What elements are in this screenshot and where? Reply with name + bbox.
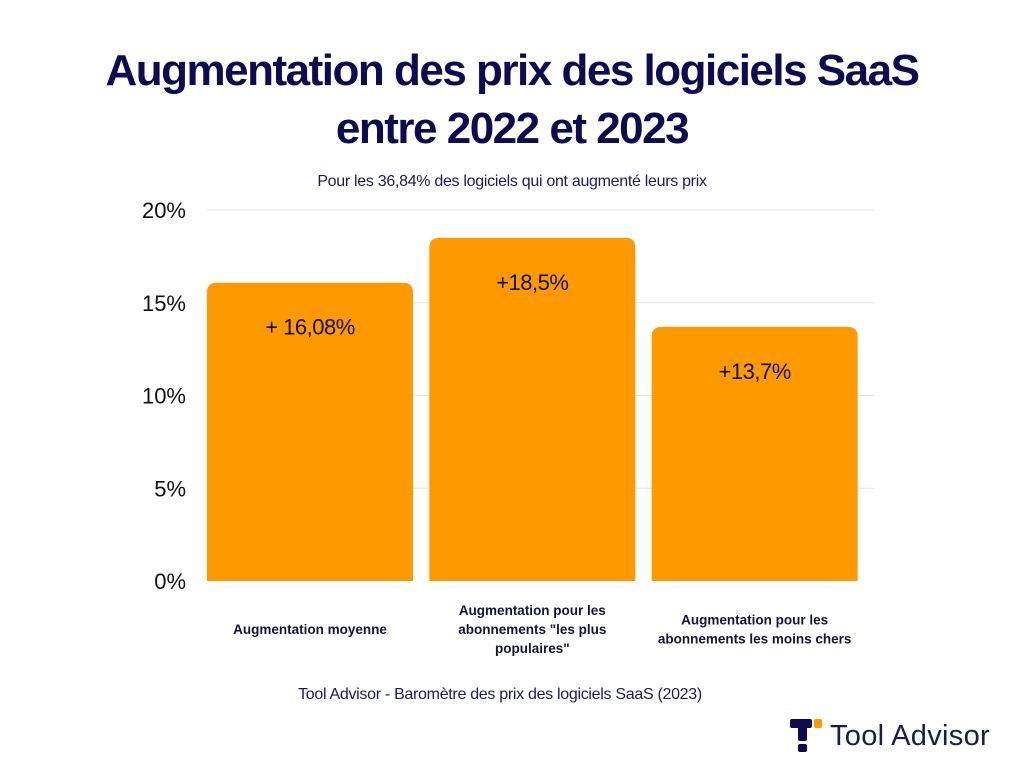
brand-logo: Tool Advisor: [790, 716, 990, 756]
bar: [207, 282, 413, 581]
y-tick-label: 0%: [154, 569, 186, 594]
brand-name: Tool Advisor: [830, 719, 990, 752]
chart-subtitle: Pour les 36,84% des logiciels qui ont au…: [317, 173, 707, 190]
x-category-label-line: Augmentation pour les: [681, 613, 828, 628]
tool-advisor-logo-icon: [790, 719, 822, 752]
y-tick-label: 5%: [154, 476, 186, 501]
bar: [651, 326, 858, 581]
data-label: +18,5%: [496, 270, 568, 295]
x-category-label: Augmentation pour les abonnements "les pl…: [458, 603, 606, 656]
y-tick-label: 20%: [142, 198, 186, 223]
y-tick-label: 10%: [142, 384, 186, 409]
data-label: +13,7%: [719, 359, 791, 384]
x-category-label-line: abonnements les moins chers: [658, 632, 852, 647]
chart-title-line-2: entre 2022 et 2023: [335, 104, 690, 153]
y-tick-label: 15%: [142, 291, 186, 316]
x-category-label-line: Augmentation pour les: [459, 603, 606, 618]
x-category-label-line: populaires": [495, 641, 570, 656]
x-category-label: Augmentation pour les abonnements les moi…: [658, 613, 852, 647]
x-category-label-line: Augmentation moyenne: [233, 622, 387, 637]
bar: [429, 237, 636, 581]
x-category-label-line: abonnements "les plus: [458, 622, 606, 637]
x-category-label: Augmentation moyenne: [233, 622, 387, 637]
chart-title: Augmentation des prix des logiciels SaaS…: [0, 42, 1024, 158]
chart-title-line-1: Augmentation des prix des logiciels SaaS: [105, 46, 920, 95]
source-caption: Tool Advisor - Baromètre des prix des lo…: [298, 686, 702, 703]
data-label: + 16,08%: [265, 315, 355, 340]
